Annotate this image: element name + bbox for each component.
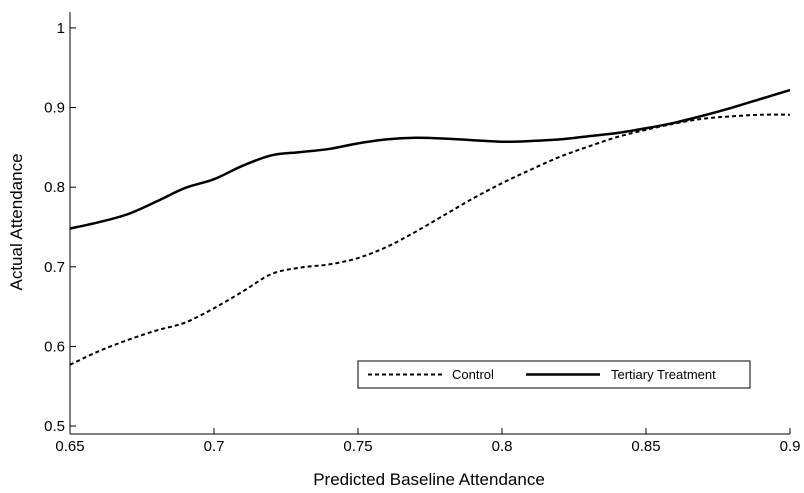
x-axis-label: Predicted Baseline Attendance bbox=[313, 470, 545, 489]
x-tick-label: 0.85 bbox=[631, 438, 660, 455]
y-tick-label: 0.6 bbox=[44, 338, 65, 355]
x-tick-label: 0.75 bbox=[343, 438, 372, 455]
y-tick-label: 1 bbox=[57, 20, 65, 37]
y-tick-label: 0.5 bbox=[44, 418, 65, 435]
x-tick-label: 0.65 bbox=[55, 438, 84, 455]
y-tick-label: 0.7 bbox=[44, 259, 65, 276]
legend-label-control: Control bbox=[452, 367, 494, 382]
x-tick-label: 0.8 bbox=[492, 438, 513, 455]
series-line-tertiary-treatment bbox=[69, 88, 791, 230]
legend: Control Tertiary Treatment bbox=[357, 360, 751, 389]
axes: 0.65 0.7 0.75 0.8 0.85 0.9 0.5 0.6 0.7 0.8 0.9 1 bbox=[44, 12, 800, 455]
legend-label-tertiary-treatment: Tertiary Treatment bbox=[611, 367, 716, 382]
series-lines bbox=[69, 88, 791, 366]
series-line-control bbox=[69, 113, 791, 366]
y-tick-label: 0.8 bbox=[44, 179, 65, 196]
x-tick-label: 0.7 bbox=[204, 438, 225, 455]
x-tick-label: 0.9 bbox=[780, 438, 801, 455]
y-tick-label: 0.9 bbox=[44, 100, 65, 117]
y-axis-label: Actual Attendance bbox=[7, 153, 26, 290]
